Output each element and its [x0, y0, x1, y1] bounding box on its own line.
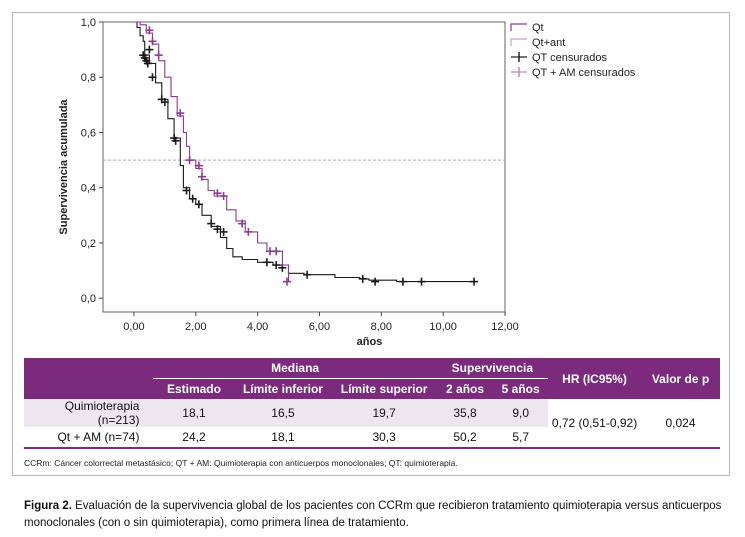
hr-value: 0,72 (0,51-0,92): [547, 399, 642, 449]
p-header: Valor de p: [641, 358, 720, 399]
plot-area: [102, 21, 506, 313]
censor-mark-qt: [143, 59, 152, 68]
survival-group-header: Supervivencia: [436, 358, 548, 379]
y-tick-label: 0,0: [81, 293, 96, 305]
x-tick-label: 10,00: [429, 321, 457, 333]
p-value: 0,024: [641, 399, 720, 449]
caption-label: Figura 2.: [24, 500, 72, 512]
cell-limite-superior: 19,7: [331, 399, 437, 427]
legend-swatch: [510, 38, 527, 46]
table-row: Quimioterapia (n=213) 18,1 16,5 19,7 35,…: [24, 399, 720, 449]
legend-label: Qt: [532, 22, 544, 34]
subheader-2-anos: 2 años: [436, 378, 494, 399]
censor-mark-qt: [358, 274, 367, 283]
censor-mark-qt-ant: [238, 219, 247, 228]
y-tick-label: 0,4: [81, 183, 96, 195]
legend-label: QT censurados: [532, 52, 608, 64]
cell-5-anos: 5,7: [493, 427, 548, 449]
survival-curve-qt-ant: [133, 21, 290, 282]
x-tick-label: 4,00: [247, 321, 268, 333]
subheader-limite-superior: Límite superior: [331, 378, 437, 399]
table-corner: [24, 358, 154, 379]
censor-mark-qt-ant: [197, 172, 206, 181]
censor-mark-qt-ant: [154, 51, 163, 60]
survival-table: Mediana Supervivencia HR (IC95%) Valor d…: [24, 358, 720, 449]
legend-label: Qt+ant: [532, 37, 565, 49]
y-tick-label: 0,6: [81, 127, 96, 139]
cell-limite-inferior: 16,5: [234, 399, 332, 427]
table-footnote: CCRm: Cáncer colorrectal metastásico; QT…: [24, 458, 458, 468]
censor-mark-qt: [160, 98, 169, 107]
censor-mark-qt-ant: [148, 37, 157, 46]
censor-mark-qt: [371, 277, 380, 286]
censor-mark-qt: [188, 194, 197, 203]
x-axis-label: años: [357, 336, 383, 348]
y-axis-label: Supervivencia acumulada: [58, 99, 70, 235]
censor-mark-qt: [219, 227, 228, 236]
hr-header: HR (IC95%): [547, 358, 642, 399]
censor-mark-qt-ant: [176, 109, 185, 118]
x-tick-label: 12,00: [491, 321, 519, 333]
legend-label: QT + AM censurados: [532, 67, 636, 79]
censor-mark-qt-ant: [244, 227, 253, 236]
cell-2-anos: 35,8: [436, 399, 494, 427]
censor-mark-qt: [182, 186, 191, 195]
censor-mark-qt-ant: [272, 247, 281, 256]
cell-limite-inferior: 18,1: [234, 427, 332, 449]
kaplan-meier-chart: 0,0 0,2 0,4 0,6 0,8 1,0 0,00 2,00 4,00 6,00 8,00 10…: [58, 17, 636, 348]
cell-2-anos: 50,2: [436, 427, 494, 449]
censor-mark-qt: [303, 270, 312, 279]
subheader-limite-inferior: Límite inferior: [234, 378, 332, 399]
censor-mark-qt: [213, 225, 222, 234]
censor-mark-qt-ant: [185, 156, 194, 165]
censor-mark-qt: [171, 136, 180, 145]
censor-mark-qt-ant: [282, 277, 291, 286]
censor-mark-qt: [194, 200, 203, 209]
caption-text: Evaluación de la supervivencia global de…: [24, 500, 722, 529]
censor-mark-qt: [207, 219, 216, 228]
subheader-5-anos: 5 años: [493, 378, 548, 399]
table-corner-2: [24, 378, 154, 399]
row-label: Quimioterapia (n=213): [24, 399, 154, 427]
figure-caption: Figura 2. Evaluación de la supervivencia…: [24, 498, 734, 532]
x-tick-label: 6,00: [309, 321, 330, 333]
legend-swatch: [510, 23, 527, 31]
censor-mark-qt: [148, 73, 157, 82]
censor-mark-qt-ant: [219, 192, 228, 200]
cell-5-anos: 9,0: [493, 399, 548, 427]
row-label: Qt + AM (n=74): [24, 427, 154, 449]
x-tick-label: 0,00: [123, 321, 144, 333]
x-tick-label: 2,00: [185, 321, 206, 333]
subheader-estimado: Estimado: [153, 378, 235, 399]
censor-mark-qt: [398, 277, 407, 286]
y-tick-label: 0,8: [81, 72, 96, 84]
censor-mark-qt-ant: [213, 189, 222, 198]
cell-limite-superior: 30,3: [331, 427, 437, 449]
figure-frame: [12, 12, 730, 476]
censor-mark-qt: [145, 45, 154, 54]
x-tick-label: 8,00: [371, 321, 392, 333]
censor-mark-qt-ant: [194, 161, 203, 170]
survival-curve-qt: [133, 21, 475, 283]
table-row: Qt + AM (n=74) 24,2 18,1 30,3 50,2 5,7: [24, 427, 720, 449]
y-tick-label: 1,0: [81, 17, 96, 29]
censor-mark-qt: [272, 261, 281, 270]
censor-mark-qt: [262, 258, 271, 267]
censor-mark-qt: [417, 277, 426, 286]
y-tick-label: 0,2: [81, 238, 96, 250]
median-group-header: Mediana: [153, 358, 437, 379]
cell-estimado: 18,1: [153, 399, 235, 427]
censor-mark-qt: [470, 277, 479, 286]
cell-estimado: 24,2: [153, 427, 235, 449]
censor-mark-qt-ant: [145, 26, 154, 35]
